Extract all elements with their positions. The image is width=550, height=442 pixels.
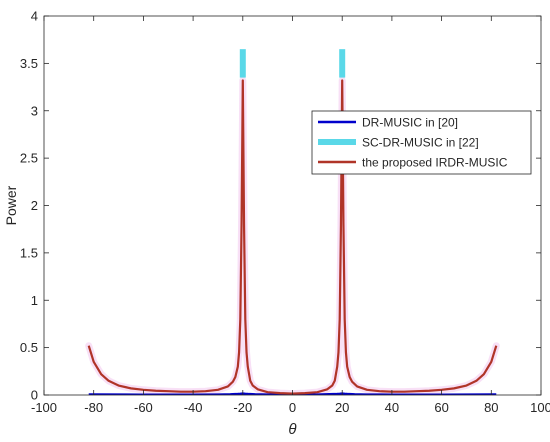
y-tick-label: 1 [31, 293, 38, 308]
y-tick-label: 4 [31, 9, 38, 24]
x-tick-label: 0 [289, 400, 296, 415]
x-tick-label: -100 [31, 400, 57, 415]
legend-label: SC-DR-MUSIC in [22] [362, 136, 479, 150]
y-tick-label: 2 [31, 198, 38, 213]
y-tick-label: 0 [31, 388, 38, 403]
x-axis-label: θ [288, 421, 296, 438]
x-tick-label: -80 [84, 400, 103, 415]
x-tick-label: 20 [335, 400, 349, 415]
x-tick-label: -60 [134, 400, 153, 415]
ticks: -100 -80 -60 -40 -20 0 20 40 60 80 100 0 0.5 1 1.5 2 2.5… [20, 9, 550, 416]
x-tick-label: 60 [434, 400, 448, 415]
x-tick-label: -20 [233, 400, 252, 415]
x-tick-label: -40 [184, 400, 203, 415]
legend-label: DR-MUSIC in [20] [362, 116, 458, 130]
y-tick-label: 3 [31, 103, 38, 118]
legend: DR-MUSIC in [20] SC-DR-MUSIC in [22] the p… [311, 110, 532, 175]
y-tick-label: 1.5 [20, 245, 38, 260]
y-axis-label: Power [3, 185, 19, 225]
y-tick-label: 0.5 [20, 340, 38, 355]
x-tick-label: 40 [385, 400, 399, 415]
y-tick-label: 2.5 [20, 151, 38, 166]
x-tick-label: 80 [484, 400, 498, 415]
legend-label: the proposed IRDR-MUSIC [362, 156, 508, 170]
y-tick-label: 3.5 [20, 56, 38, 71]
x-tick-label: 100 [530, 400, 550, 415]
